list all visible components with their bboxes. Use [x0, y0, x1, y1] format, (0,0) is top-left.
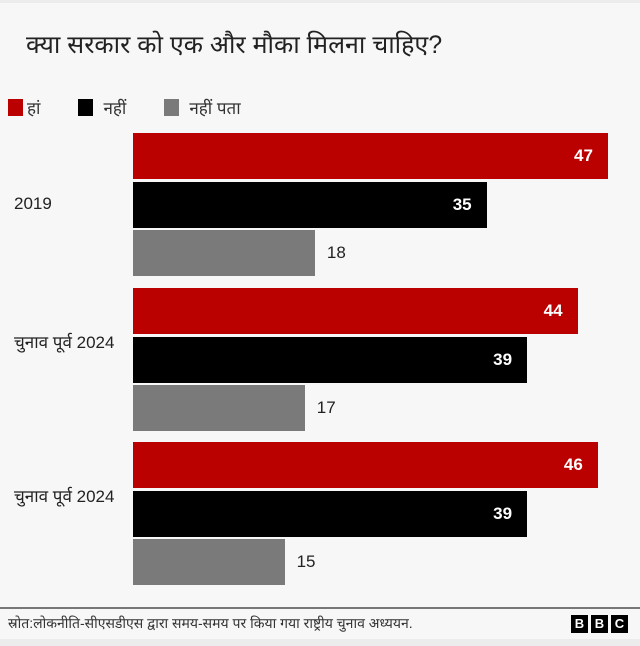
bar: [133, 182, 487, 228]
chart-title: क्या सरकार को एक और मौका मिलना चाहिए?: [26, 31, 443, 59]
legend-label: नहीं पता: [189, 99, 241, 118]
data-label: 35: [452, 195, 472, 214]
data-label: 18: [326, 243, 346, 262]
category-label: चुनाव पूर्व 2024: [14, 333, 115, 352]
legend-item-dont-know: नहीं पता: [164, 96, 241, 119]
source-note: स्रोत:लोकनीति-सीएसडीएस द्वारा समय-समय पर…: [8, 615, 413, 631]
footer-divider: [0, 607, 640, 609]
bar: [133, 288, 578, 334]
legend-swatch: [8, 99, 23, 116]
legend-item-yes: हां: [8, 96, 40, 119]
category-label: चुनाव पूर्व 2024: [14, 487, 115, 506]
bar: [133, 442, 598, 488]
data-label: 17: [316, 398, 336, 417]
chart-card: क्या सरकार को एक और मौका मिलना चाहिए? हा…: [0, 3, 640, 639]
bar: [133, 491, 528, 537]
data-label: 15: [296, 552, 316, 571]
bar: [133, 133, 608, 179]
data-label: 44: [543, 301, 563, 320]
bar: [133, 337, 528, 383]
data-label: 39: [493, 504, 513, 523]
legend: हां नहीं नहीं पता: [8, 96, 279, 119]
legend-swatch: [78, 99, 94, 116]
category-label: 2019: [14, 194, 52, 213]
legend-label: हां: [27, 99, 41, 118]
legend-swatch: [164, 99, 180, 116]
bar: [133, 385, 305, 431]
data-label: 46: [563, 455, 583, 474]
bar: [133, 230, 315, 276]
legend-item-no: नहीं: [78, 96, 126, 119]
data-label: 39: [493, 350, 513, 369]
data-label: 47: [574, 146, 593, 165]
bar: [133, 539, 285, 585]
legend-label: नहीं: [103, 99, 127, 118]
